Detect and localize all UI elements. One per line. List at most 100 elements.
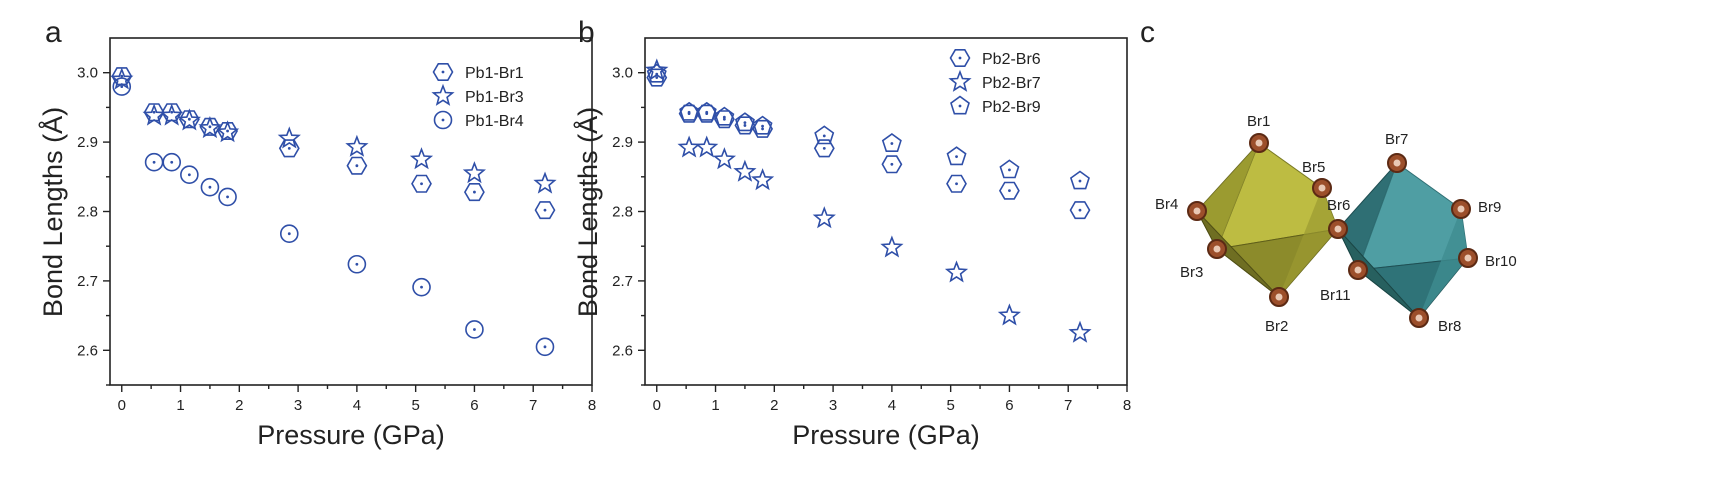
legend-item-pb2-br7: Pb2-Br7 — [948, 69, 1041, 92]
x-tick-label: 8 — [588, 397, 596, 414]
y-tick-label: 3.0 — [612, 65, 633, 82]
legend-item-pb2-br9: Pb2-Br9 — [950, 95, 1041, 116]
y-tick-label: 2.7 — [77, 273, 98, 290]
point-pb2-br9 — [734, 112, 755, 132]
x-tick-label: 6 — [470, 397, 478, 414]
point-pb1-br1 — [534, 201, 556, 220]
point-pb2-br7 — [1068, 320, 1092, 343]
point-pb2-br6 — [946, 174, 967, 193]
x-tick-label: 0 — [653, 397, 661, 414]
atom-br9 — [1451, 199, 1471, 219]
x-tick-label: 1 — [176, 397, 184, 414]
legend-item-pb2-br6: Pb2-Br6 — [949, 48, 1041, 68]
atom-labels: Br1 Br5 Br4 Br6 Br3 Br2 Br7 Br9 Br10 Br1… — [1155, 113, 1517, 335]
panel-a-chart: a 0 1 2 3 4 5 6 7 8 2.6 2.7 2.8 2.9 3.0 Bond Lengths … — [37, 16, 596, 450]
x-tick-label: 6 — [1005, 397, 1013, 414]
panel-b-axes-frame — [644, 37, 1128, 386]
point-pb2-br9 — [752, 115, 773, 135]
y-tick-label: 2.8 — [77, 204, 98, 221]
atom-br2 — [1269, 287, 1289, 307]
label-br2: Br2 — [1265, 318, 1288, 335]
point-pb1-br3 — [215, 120, 240, 143]
y-tick-label: 2.6 — [77, 342, 98, 359]
x-tick-label: 2 — [770, 397, 778, 414]
label-br7: Br7 — [1385, 131, 1408, 148]
point-pb2-br7 — [750, 168, 775, 191]
point-pb2-br7 — [997, 303, 1022, 326]
label-br8: Br8 — [1438, 318, 1461, 335]
x-tick-label: 8 — [1123, 397, 1131, 414]
x-tick-label: 5 — [946, 397, 954, 414]
point-pb1-br3 — [409, 147, 434, 170]
atom-br7 — [1387, 153, 1407, 173]
label-br10: Br10 — [1485, 253, 1517, 270]
point-pb2-br7 — [677, 135, 701, 158]
point-pb2-br9 — [999, 159, 1020, 179]
legend-marker — [948, 69, 972, 92]
point-pb1-br4 — [144, 152, 164, 172]
atom-br8 — [1409, 308, 1429, 328]
x-tick-label: 3 — [294, 397, 302, 414]
point-pb1-br3 — [160, 103, 184, 126]
point-pb2-br7 — [712, 147, 737, 170]
x-tick-label: 7 — [1064, 397, 1072, 414]
atom-br10 — [1458, 248, 1478, 268]
point-pb2-br6 — [998, 181, 1020, 200]
y-tick-label: 2.7 — [612, 273, 633, 290]
point-pb2-br9 — [696, 101, 717, 121]
y-tick-label: 2.8 — [612, 204, 633, 221]
point-pb1-br4 — [535, 337, 555, 357]
x-tick-label: 4 — [888, 397, 896, 414]
x-tick-label: 0 — [118, 397, 126, 414]
x-tick-label: 1 — [711, 397, 719, 414]
point-pb1-br4 — [279, 224, 299, 244]
point-pb1-br3 — [533, 171, 557, 194]
point-pb2-br9 — [881, 133, 902, 152]
point-pb1-br4 — [162, 152, 182, 172]
point-pb2-br6 — [881, 155, 903, 174]
point-pb1-br3 — [177, 108, 202, 131]
panel-b-chart: b 0 1 2 3 4 5 6 7 8 2.6 2.7 2.8 2.9 3.0 Bond Lengths … — [572, 16, 1131, 450]
legend-label: Pb1-Br3 — [465, 89, 524, 106]
point-pb1-br4 — [180, 165, 199, 185]
x-tick-label: 7 — [529, 397, 537, 414]
panel-a-ylabel: Bond Lengths (Å) — [37, 107, 68, 317]
atom-br5 — [1312, 178, 1332, 198]
atom-br6 — [1328, 219, 1348, 239]
y-tick-label: 2.9 — [612, 134, 633, 151]
legend-item-pb1-br3: Pb1-Br3 — [431, 83, 524, 106]
atom-br4 — [1187, 201, 1207, 221]
label-br3: Br3 — [1180, 264, 1203, 281]
point-pb1-br4 — [112, 77, 132, 96]
atom-br3 — [1207, 239, 1227, 259]
point-pb2-br9 — [814, 125, 835, 145]
legend-marker — [950, 95, 970, 115]
point-pb1-br3 — [462, 161, 487, 184]
legend-marker — [433, 110, 453, 130]
atom-br1 — [1249, 133, 1269, 153]
point-pb2-br7 — [944, 260, 969, 283]
point-pb2-br9 — [1069, 170, 1090, 190]
point-pb2-br7 — [695, 135, 719, 158]
legend-marker — [949, 48, 971, 67]
panel-c-label: c — [1140, 16, 1155, 49]
point-pb1-br4 — [465, 320, 484, 339]
point-pb1-br3 — [110, 67, 134, 90]
br-atoms — [1187, 133, 1478, 328]
point-pb2-br7 — [733, 159, 757, 182]
y-tick-label: 3.0 — [77, 65, 98, 82]
panel-c-structure: c — [1140, 16, 1517, 335]
label-br5: Br5 — [1302, 159, 1325, 176]
point-pb2-br7 — [812, 206, 836, 229]
label-br6: Br6 — [1327, 197, 1350, 214]
x-tick-label: 5 — [411, 397, 419, 414]
label-br1: Br1 — [1247, 113, 1270, 130]
octahedron-pb2 — [1337, 162, 1470, 319]
panel-b-label: b — [578, 16, 595, 49]
label-br4: Br4 — [1155, 196, 1178, 213]
legend-label: Pb2-Br7 — [982, 75, 1041, 92]
panel-b-xlabel: Pressure (GPa) — [792, 420, 980, 450]
point-pb1-br1 — [411, 174, 432, 193]
legend-label: Pb2-Br9 — [982, 99, 1041, 116]
